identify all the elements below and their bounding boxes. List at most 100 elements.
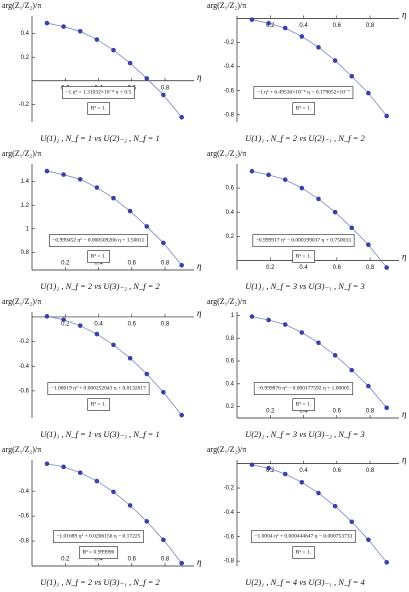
x-tick-label: 0.8 <box>161 261 170 267</box>
x-tick-label: 0.4 <box>94 261 103 267</box>
y-axis-label: arg(Z₁/Z₂)/π <box>207 297 246 306</box>
y-tick-label: -0.2 <box>19 339 30 345</box>
x-tick-label: 0.2 <box>266 409 275 415</box>
x-tick-label: 0.6 <box>128 557 137 563</box>
data-point <box>111 489 116 495</box>
data-point <box>266 172 271 178</box>
y-tick-label: -0.8 <box>224 112 235 118</box>
data-point <box>349 519 355 525</box>
label-box <box>87 102 110 115</box>
data-point <box>161 240 166 246</box>
data-point <box>161 389 166 395</box>
y-axis-label: arg(Z₁/Z₂)/π <box>2 1 41 10</box>
panel: arg(Z₁/Z₂)/π η -0.2 -0.4 -0.6 0.2 0.4 0.6 0.8 −1.… <box>2 297 202 439</box>
x-tick-label: 0.2 <box>61 322 70 328</box>
label-box <box>87 250 110 263</box>
fit-curve <box>251 170 387 268</box>
data-point <box>384 265 389 270</box>
x-tick-label: 0.8 <box>161 322 170 328</box>
data-point <box>94 478 100 484</box>
label-box <box>292 546 315 559</box>
y-tick-label: -0.2 <box>19 102 30 108</box>
label-box <box>79 546 118 559</box>
r-squared: R² = 1. <box>296 254 312 260</box>
fit-equation: −0.999876 η² − 0.000177592 η + 1.00005 <box>257 386 350 392</box>
data-point <box>266 317 271 323</box>
y-tick-label: 1 <box>231 313 235 319</box>
data-point <box>61 24 66 29</box>
x-axis-label: η <box>197 261 202 271</box>
label-box <box>48 234 148 247</box>
r-squared: R² = 1. <box>91 106 107 112</box>
x-tick-label: 0.4 <box>299 265 308 271</box>
data-point <box>299 34 305 39</box>
data-point <box>249 462 255 468</box>
y-axis-label: arg(Z₁/Z₂)/π <box>207 445 246 454</box>
fit-equation: −1.0004 η² + 0.000444647 η − 0.000753733 <box>254 534 352 540</box>
data-point <box>127 60 133 66</box>
fit-equation: −1.00019 η² + 0.000252043 η + 0.0132617 <box>51 386 146 392</box>
data-point <box>44 461 50 467</box>
y-tick-label: 0.2 <box>226 404 235 410</box>
data-point <box>266 465 271 471</box>
fit-curve <box>46 315 182 416</box>
y-tick-label: 0.2 <box>226 234 235 240</box>
data-point <box>94 185 100 190</box>
y-tick-label: 1.4 <box>21 179 30 185</box>
data-point <box>111 195 116 201</box>
panel: arg(Z₁/Z₂)/π η -0.2 -0.4 -0.6 -0.8 0.2 0.4 0.6 0.… <box>207 1 407 143</box>
data-point <box>332 353 338 358</box>
caption: U(2)₁ , N_f = 4 vs U(3)₋₁ , N_f = 4 <box>245 577 365 587</box>
r-squared: R² = 1. <box>296 106 312 112</box>
y-tick-label: -0.4 <box>19 489 30 495</box>
caption: U(1)₃ , N_f = 2 vs U(3)₋₁ , N_f = 2 <box>40 577 160 587</box>
data-point <box>332 503 338 509</box>
data-point <box>77 29 83 34</box>
y-tick-label: -0.4 <box>19 364 30 370</box>
label-box <box>292 398 315 411</box>
r-squared: R² = 0.999996 <box>82 550 114 556</box>
y-tick-label: 0.4 <box>226 210 235 216</box>
data-point <box>249 314 255 319</box>
fit-equation: −0.999452 η² − 0.000509266 η + 1.50011 <box>52 238 144 244</box>
y-tick-label: -0.6 <box>19 514 30 520</box>
data-point <box>77 323 83 328</box>
caption: U(1)₂ , N_f = 2 vs U(3)₋₂ , N_f = 2 <box>40 281 160 291</box>
r-squared: R² = 1. <box>296 402 312 408</box>
data-point <box>316 340 321 346</box>
data-point <box>61 317 66 323</box>
x-tick-label: 0.2 <box>266 23 275 29</box>
x-tick-label: 0.4 <box>299 23 308 29</box>
y-tick-label: 1 <box>26 226 30 232</box>
label-box <box>292 102 315 115</box>
panel: arg(Z₁/Z₂)/π η 1 0.8 0.6 0.4 0.2 0.2 0.4 0.6 0.8 −0… <box>207 297 407 439</box>
data-point <box>299 479 305 485</box>
data-point <box>127 355 133 361</box>
data-point <box>366 90 371 96</box>
data-point <box>94 37 100 42</box>
y-tick-label: -0.4 <box>224 510 235 516</box>
label-box <box>251 530 356 543</box>
panel: arg(Z₁/Z₂)/π η -0.2 -0.4 -0.6 -0.8 0.2 0.4 0.6 0.… <box>207 445 407 587</box>
panel: arg(Z₁/Z₂)/π η 0.6 0.4 0.2 0.2 0.4 0.6 0.8 −0.999… <box>207 149 407 291</box>
y-tick-label: -0.6 <box>224 88 235 94</box>
panel: arg(Z₁/Z₂)/πη0.40.2-0.20.20.40.60.8−1.η²… <box>2 1 202 143</box>
data-point <box>349 73 355 79</box>
caption: U(1)₃ , N_f = 1 vs U(3)₋₃ , N_f = 1 <box>40 429 160 439</box>
y-tick-label: -0.8 <box>19 539 30 545</box>
caption: U(1)₁ , N_f = 2 vs U(2)₋₁ , N_f = 2 <box>245 133 365 143</box>
fit-curve <box>251 19 387 117</box>
data-point <box>384 113 389 119</box>
y-tick-label: -0.6 <box>224 534 235 540</box>
data-point <box>94 331 100 337</box>
x-tick-label: 0.8 <box>366 23 375 29</box>
data-point <box>384 405 389 411</box>
y-axis-label: arg(Z₁/Z₂)/π <box>207 1 246 10</box>
label-box <box>252 234 355 247</box>
data-point <box>366 537 371 543</box>
y-axis-label: arg(Z₁/Z₂)/π <box>2 297 41 306</box>
data-point <box>266 20 271 26</box>
data-point <box>282 25 288 31</box>
data-point <box>249 17 255 22</box>
data-point <box>299 185 305 191</box>
